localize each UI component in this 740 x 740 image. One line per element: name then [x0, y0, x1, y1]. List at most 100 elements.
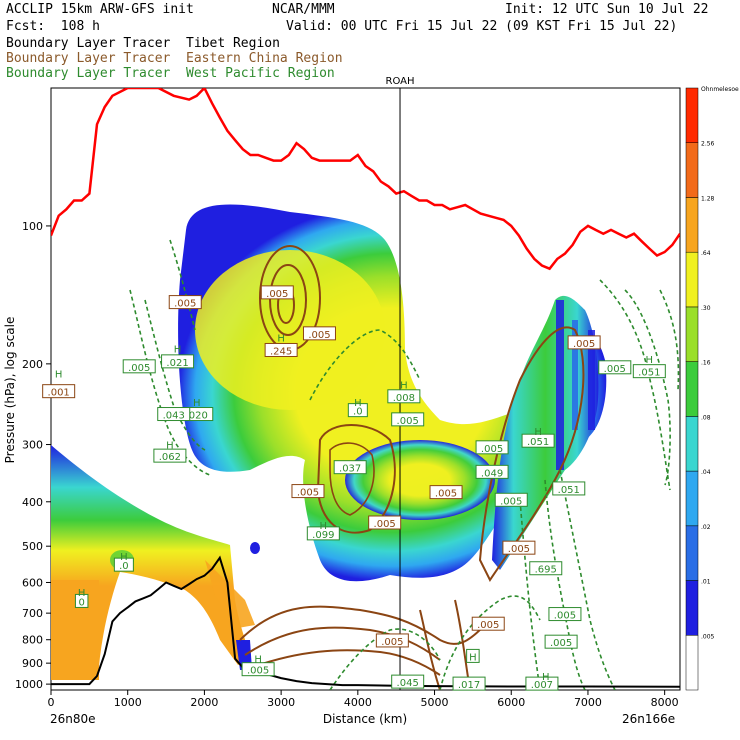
pacific-column-dark-1: [556, 300, 564, 470]
contour-label-box: [264, 342, 298, 357]
colorbar-level: .005: [701, 633, 715, 640]
tibet-core-yellow: [195, 250, 385, 410]
x-tick-label: 5000: [421, 696, 449, 709]
contour-label: .005: [500, 496, 522, 507]
contour-label-box: [387, 389, 421, 404]
high-marker: H: [166, 441, 174, 452]
contour-label: .049: [481, 468, 503, 479]
contour-label-box: [161, 354, 195, 369]
contour-label: .005: [266, 289, 288, 300]
contour-label: H: [469, 652, 477, 663]
contour-label: .005: [174, 299, 196, 310]
contour-label-box: [552, 481, 586, 496]
contour-label: .099: [312, 530, 334, 541]
high-marker: H: [120, 552, 128, 563]
contour-label-box: [302, 326, 336, 341]
pacific-contour-low-1: [329, 628, 441, 690]
contour-label: .005: [604, 364, 626, 375]
contour-label: .005: [374, 519, 396, 530]
contour-label-box: [153, 448, 187, 463]
high-marker: H: [542, 672, 550, 683]
title-left: ACCLIP 15km ARW-GFS init: [6, 2, 194, 17]
contour-label: .005: [128, 363, 150, 374]
contour-label-box: [306, 526, 340, 541]
y-tick-label: 100: [22, 220, 43, 233]
colorbar-level: .01: [701, 579, 711, 586]
colorbar-swatch: [685, 580, 699, 636]
contour-label: .037: [339, 464, 361, 475]
contour-label-box: [368, 515, 402, 530]
contour-label: .245: [270, 346, 292, 357]
contour-label-box: [475, 440, 509, 455]
left-endpoint: 26n80e: [50, 712, 96, 726]
contour-label-box: [548, 607, 582, 622]
contour-label: .005: [297, 488, 319, 499]
colorbar-swatch: [685, 87, 699, 143]
x-tick-label: 2000: [190, 696, 218, 709]
x-tick-label: 7000: [574, 696, 602, 709]
high-marker: H: [400, 381, 408, 392]
high-marker: H: [55, 370, 63, 381]
contour-label: .017: [458, 680, 480, 691]
contour-label-box: [525, 676, 559, 691]
contour-label: .005: [308, 330, 330, 341]
contour-label-box: [347, 403, 368, 418]
x-tick-label: 3000: [267, 696, 295, 709]
tropopause-line: [51, 88, 680, 271]
china-contour-lowlevel-2: [244, 626, 441, 661]
colorbar-level: .30: [701, 305, 711, 312]
colorbar-level: 1.28: [701, 195, 715, 202]
contour-label: .043: [163, 411, 185, 422]
contour-label-box: [502, 540, 536, 555]
contour-label-box: [157, 407, 191, 422]
contour-label-box: [529, 561, 563, 576]
high-marker: H: [646, 355, 654, 366]
mid-core-yellow: [345, 440, 495, 520]
contour-label-box: [598, 360, 632, 375]
pacific-contour-mid: [309, 329, 421, 401]
legend-west-pacific: Boundary Layer Tracer West Pacific Regio…: [6, 66, 335, 81]
x-tick-label: 6000: [497, 696, 525, 709]
high-marker: H: [193, 398, 201, 409]
y-tick-label: 800: [22, 634, 43, 647]
contour-label-box: [113, 557, 134, 572]
contour-label-box: [567, 335, 601, 350]
china-contour-lowlevel-3: [249, 649, 441, 676]
high-marker: H: [254, 655, 262, 666]
contour-label-box: [168, 295, 202, 310]
pacific-column-dark-2: [572, 320, 578, 430]
contour-label-box: [241, 662, 275, 677]
contour-label: .051: [638, 368, 660, 379]
y-tick-label: 900: [22, 657, 43, 670]
high-marker: H: [534, 427, 542, 438]
y-tick-label: 200: [22, 358, 43, 371]
pacific-contour-upper: [169, 239, 196, 331]
contour-label: .021: [166, 358, 188, 369]
contour-label-box: [466, 648, 480, 663]
contour-label: .062: [159, 452, 181, 463]
terrain-line: [51, 555, 680, 688]
colorbar-swatch: [685, 470, 699, 527]
high-marker: H: [174, 344, 182, 355]
colorbar-level: .16: [701, 360, 711, 367]
x-tick-label: 1000: [114, 696, 142, 709]
contour-label: .005: [381, 637, 403, 648]
y-tick-label: 1000: [15, 678, 43, 691]
init-time: Init: 12 UTC Sun 10 Jul 22: [505, 2, 709, 17]
contour-label: .005: [397, 416, 419, 427]
contour-label-box: [494, 492, 528, 507]
contour-label: .0: [119, 561, 129, 572]
colorbar-swatch: [685, 197, 699, 253]
contour-label: .020: [186, 411, 208, 422]
contour-label: .005: [554, 611, 576, 622]
china-contour-mid-2: [329, 442, 375, 516]
y-tick-label: 400: [22, 496, 43, 509]
colorbar-swatch: [685, 361, 699, 417]
contour-label-box: [391, 674, 425, 689]
legend-eastern-china: Boundary Layer Tracer Eastern China Regi…: [6, 51, 343, 66]
contour-label: .695: [535, 565, 557, 576]
pacific-contour-left-2: [144, 299, 206, 451]
y-tick-label: 300: [22, 439, 43, 452]
